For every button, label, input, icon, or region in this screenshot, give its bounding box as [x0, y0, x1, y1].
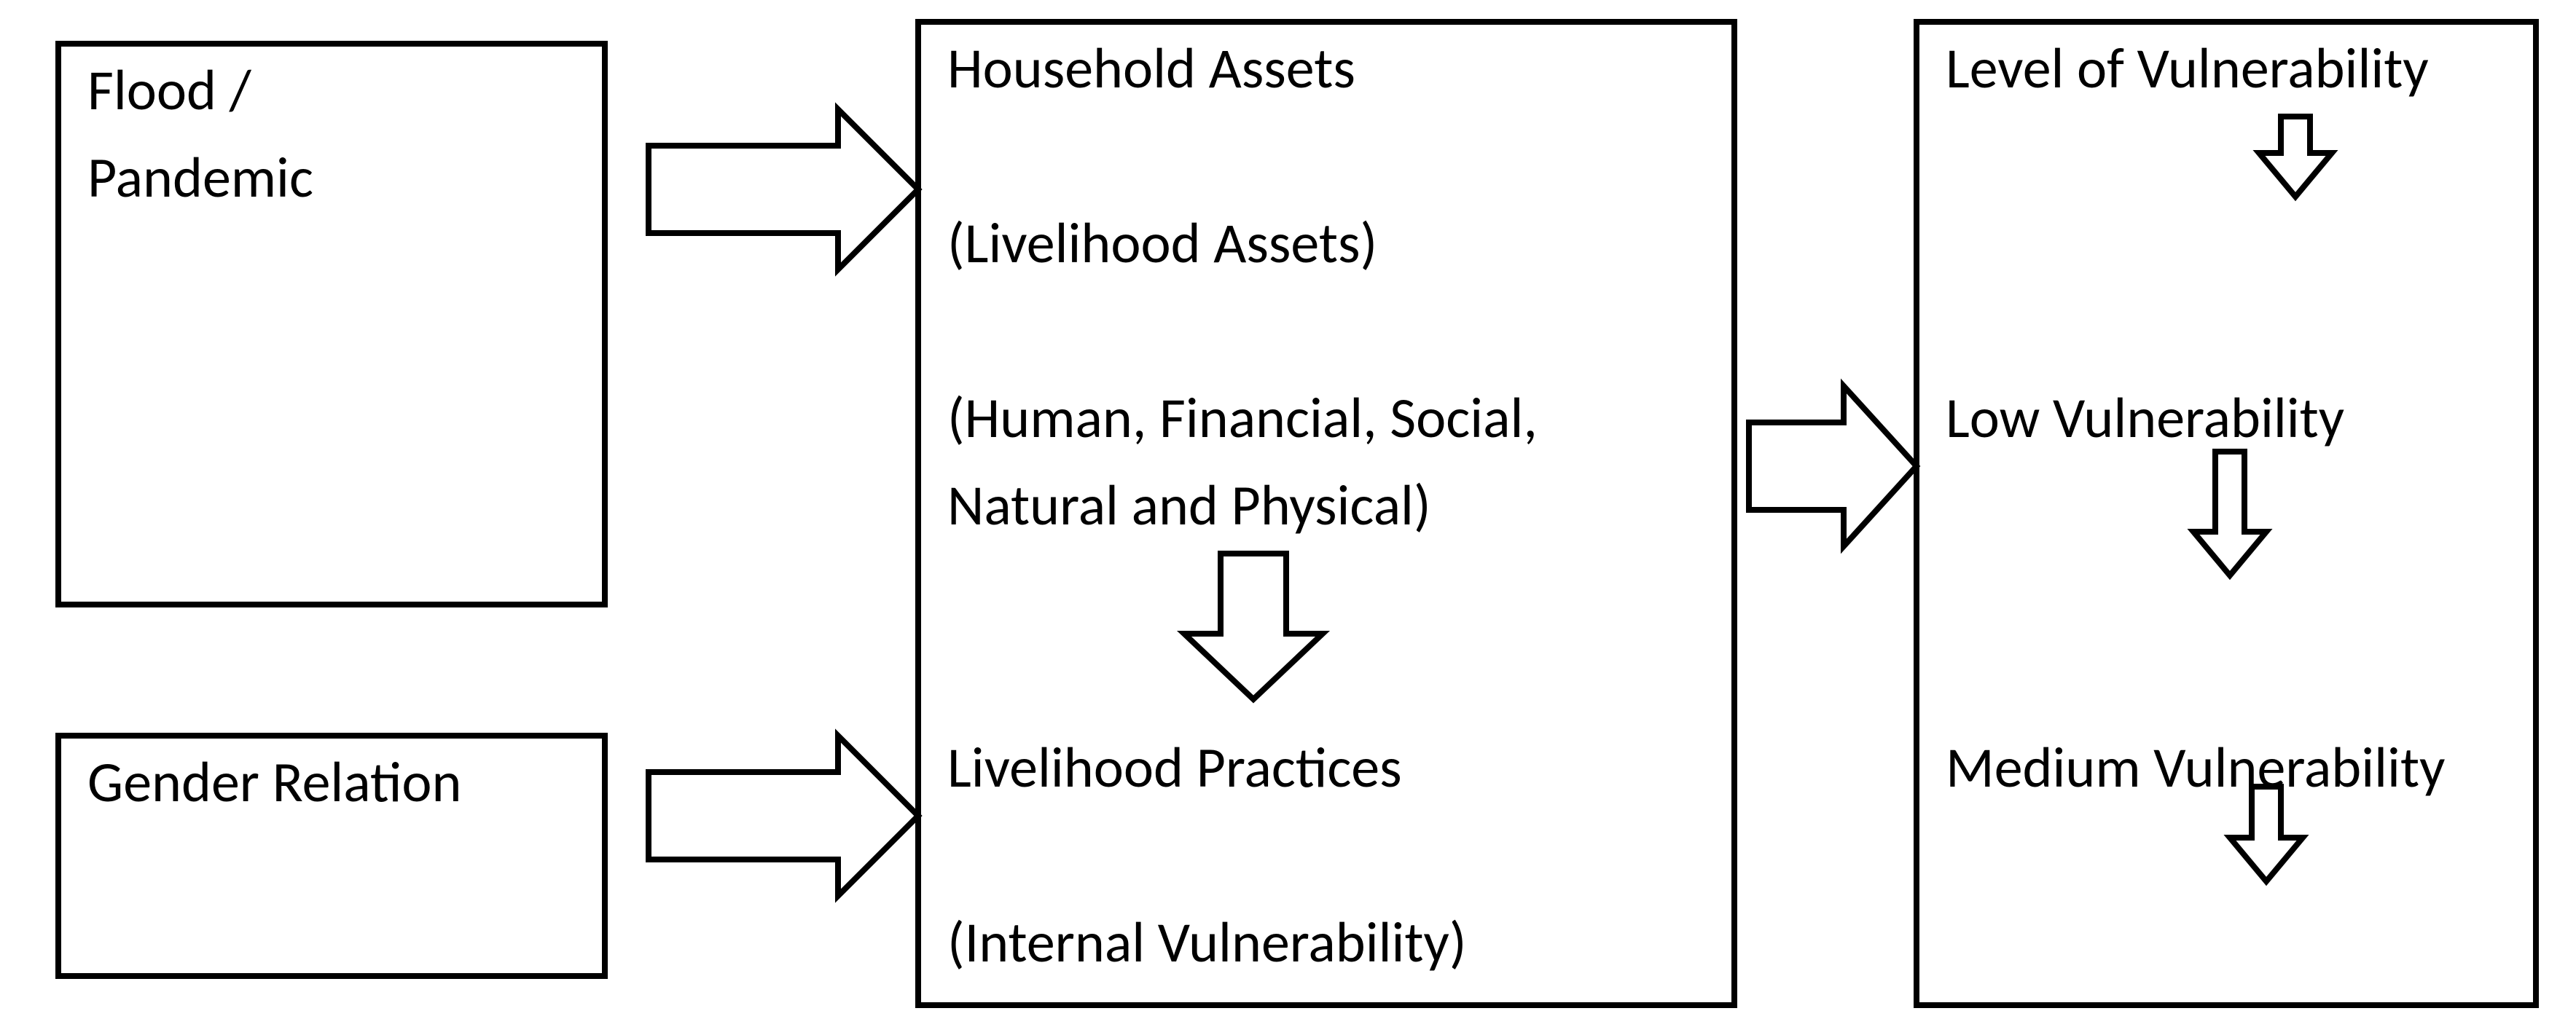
- assets-line-2: (Livelihood Assets): [947, 208, 1377, 278]
- gender-line-0: Gender Relation: [87, 747, 462, 817]
- assets-line-4: (Human, Financial, Social,: [947, 383, 1538, 452]
- arrow-flood-to-assets: [649, 109, 918, 269]
- gender: Gender Relation: [58, 736, 605, 976]
- arrow-vuln-level-down: [2259, 117, 2332, 197]
- assets-line-5: Natural and Physical): [947, 471, 1431, 540]
- arrow-gender-to-assets: [649, 736, 918, 896]
- vuln-line-8: Medium Vulnerability: [1946, 733, 2445, 802]
- flood-line-1: Pandemic: [87, 143, 313, 212]
- vuln-line-0: Level of Vulnerability: [1946, 34, 2429, 103]
- assets: Household Assets (Livelihood Assets) (Huma…: [918, 22, 1734, 1005]
- arrow-assets-to-vuln: [1749, 386, 1917, 546]
- flood: Flood / Pandemic: [58, 44, 605, 605]
- arrow-vuln-low-down: [2193, 452, 2266, 575]
- assets-line-8: Livelihood Practices: [947, 733, 1402, 802]
- flood-line-0: Flood /: [87, 55, 252, 125]
- assets-line-10: (Internal Vulnerability): [947, 908, 1466, 977]
- assets-line-0: Household Assets: [947, 34, 1355, 103]
- arrow-assets-down: [1184, 554, 1323, 699]
- vuln-line-4: Low Vulnerability: [1946, 383, 2344, 452]
